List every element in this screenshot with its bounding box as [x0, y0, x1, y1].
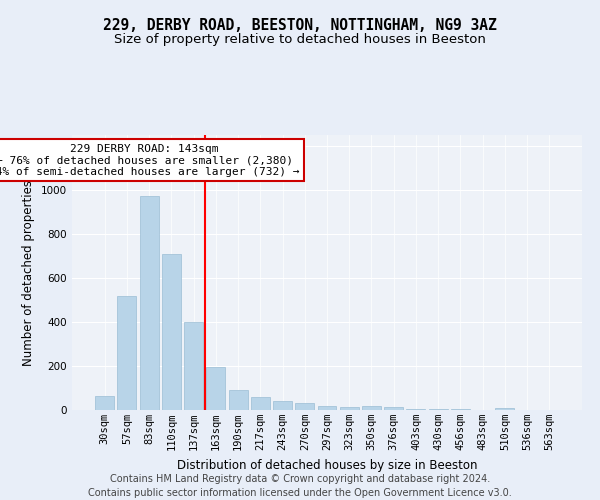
Bar — [406, 409, 425, 410]
Bar — [206, 367, 225, 410]
Text: Contains HM Land Registry data © Crown copyright and database right 2024.
Contai: Contains HM Land Registry data © Crown c… — [88, 474, 512, 498]
Bar — [429, 409, 448, 410]
Text: 229, DERBY ROAD, BEESTON, NOTTINGHAM, NG9 3AZ: 229, DERBY ROAD, BEESTON, NOTTINGHAM, NG… — [103, 18, 497, 32]
Text: 229 DERBY ROAD: 143sqm
← 76% of detached houses are smaller (2,380)
24% of semi-: 229 DERBY ROAD: 143sqm ← 76% of detached… — [0, 144, 300, 177]
Bar — [362, 406, 381, 410]
Bar — [251, 397, 270, 410]
Text: Size of property relative to detached houses in Beeston: Size of property relative to detached ho… — [114, 32, 486, 46]
Bar — [162, 254, 181, 410]
Bar — [273, 401, 292, 410]
Bar — [118, 296, 136, 410]
Bar — [384, 406, 403, 410]
Bar — [229, 390, 248, 410]
Bar — [184, 322, 203, 410]
Bar — [140, 196, 158, 410]
Bar — [317, 406, 337, 410]
Bar — [340, 406, 359, 410]
Y-axis label: Number of detached properties: Number of detached properties — [22, 180, 35, 366]
Bar — [496, 408, 514, 410]
Bar — [451, 409, 470, 410]
Bar — [95, 396, 114, 410]
Bar — [295, 403, 314, 410]
X-axis label: Distribution of detached houses by size in Beeston: Distribution of detached houses by size … — [177, 458, 477, 471]
